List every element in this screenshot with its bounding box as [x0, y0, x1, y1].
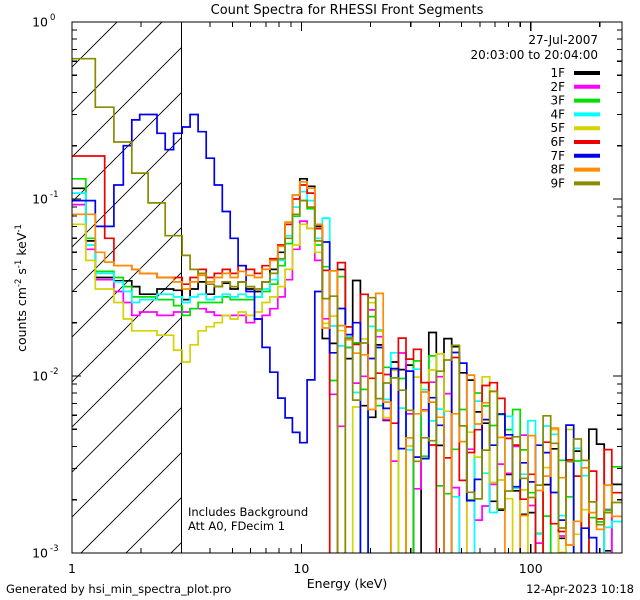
x-axis-label: Energy (keV) — [307, 576, 388, 591]
legend-label-2F: 2F — [550, 80, 565, 94]
hatch-line — [72, 226, 182, 338]
y-tick-label: 10 — [32, 546, 48, 561]
y-label-sup3: -1 — [14, 224, 24, 232]
hatch-line — [72, 406, 182, 518]
annotation-att-fdecim: Att A0, FDecim 1 — [188, 519, 285, 533]
page-title: Count Spectra for RHESSI Front Segments — [211, 3, 484, 18]
svg-text:counts cm-2 s-1 keV-1: counts cm-2 s-1 keV-1 — [14, 224, 29, 352]
y-tick-exponent: -2 — [50, 367, 58, 377]
hatch-line — [80, 451, 182, 553]
footer-generated-by: Generated by hsi_min_spectra_plot.pro — [6, 582, 231, 596]
axis-ticks — [71, 21, 622, 554]
observation-date: 27-Jul-2007 — [528, 33, 598, 47]
legend-label-5F: 5F — [550, 121, 565, 135]
hatch-line — [72, 181, 182, 293]
y-label-part3: keV — [14, 232, 29, 259]
y-tick-exponent: 0 — [50, 13, 55, 23]
x-tick-label: 1 — [68, 561, 76, 576]
observation-time-range: 20:03:00 to 20:04:00 — [471, 48, 598, 62]
hatched-band — [72, 22, 640, 553]
y-tick-exponent: -1 — [50, 190, 58, 200]
hatch-line — [72, 136, 182, 248]
spectrum-line-2F — [72, 203, 613, 553]
legend-label-3F: 3F — [550, 94, 565, 108]
hatch-line — [621, 22, 640, 553]
y-label-part2: s — [14, 268, 29, 279]
hatch-line — [72, 22, 73, 23]
spectra-curves — [72, 57, 622, 553]
footer-timestamp: 12-Apr-2023 10:18 — [526, 582, 634, 596]
legend-label-9F: 9F — [550, 176, 565, 190]
plot-frame — [71, 21, 623, 554]
y-tick-exponent: -3 — [50, 544, 58, 554]
legend-label-8F: 8F — [550, 163, 565, 177]
y-tick-label: 10 — [32, 369, 48, 384]
x-tick-label: 10 — [293, 561, 309, 576]
hatch-line — [441, 22, 640, 553]
legend-label-4F: 4F — [550, 107, 565, 121]
spectrum-line-4F — [72, 190, 622, 553]
y-tick-label: 10 — [32, 192, 48, 207]
x-tick-label: 100 — [519, 561, 543, 576]
hatch-line — [72, 91, 182, 203]
spectrum-line-9F — [72, 57, 622, 553]
annotation-includes-background: Includes Background — [188, 505, 308, 519]
legend-label-7F: 7F — [550, 149, 565, 163]
y-label-part1: counts cm — [14, 287, 29, 352]
hatch-line — [72, 271, 182, 383]
y-label-sup2: -1 — [14, 260, 24, 268]
hatch-line — [72, 22, 163, 113]
spectrum-line-8F — [72, 180, 622, 553]
spectrum-line-7F — [72, 113, 598, 553]
hatch-line — [72, 361, 182, 473]
y-axis-label: counts cm-2 s-1 keV-1 — [14, 224, 29, 352]
y-label-sup1: -2 — [14, 279, 24, 287]
hatch-line — [72, 46, 182, 158]
legend-label-6F: 6F — [550, 135, 565, 149]
legend-label-1F: 1F — [550, 66, 565, 80]
y-tick-label: 10 — [32, 15, 48, 30]
